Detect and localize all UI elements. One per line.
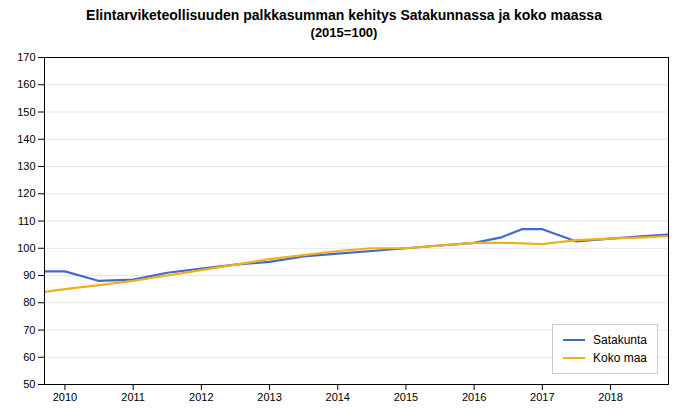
svg-text:120: 120 — [17, 187, 35, 199]
svg-text:50: 50 — [23, 378, 35, 390]
svg-text:150: 150 — [17, 106, 35, 118]
svg-text:2010: 2010 — [53, 391, 77, 403]
svg-text:90: 90 — [23, 269, 35, 281]
svg-text:110: 110 — [18, 215, 36, 227]
svg-text:2015: 2015 — [394, 391, 418, 403]
svg-text:100: 100 — [17, 242, 35, 254]
svg-text:60: 60 — [23, 351, 35, 363]
svg-text:170: 170 — [17, 51, 35, 63]
svg-text:2014: 2014 — [326, 391, 350, 403]
svg-text:2017: 2017 — [530, 391, 554, 403]
svg-text:2013: 2013 — [257, 391, 281, 403]
html-text:(2015=100): (2015=100) — [310, 25, 378, 40]
svg-text:2018: 2018 — [598, 391, 622, 403]
svg-text:140: 140 — [17, 133, 35, 145]
svg-text:130: 130 — [17, 160, 35, 172]
svg-text:2016: 2016 — [462, 391, 486, 403]
svg-text:160: 160 — [17, 78, 35, 90]
svg-text:2011: 2011 — [121, 391, 145, 403]
svg-text:2012: 2012 — [189, 391, 213, 403]
html-text:Koko maa: Koko maa — [593, 351, 647, 365]
html-text:Elintarviketeollisuuden palkka: Elintarviketeollisuuden palkkasumman keh… — [86, 7, 602, 23]
svg-text:70: 70 — [23, 324, 35, 336]
svg-text:80: 80 — [23, 296, 35, 308]
html-text:Satakunta: Satakunta — [593, 333, 647, 347]
